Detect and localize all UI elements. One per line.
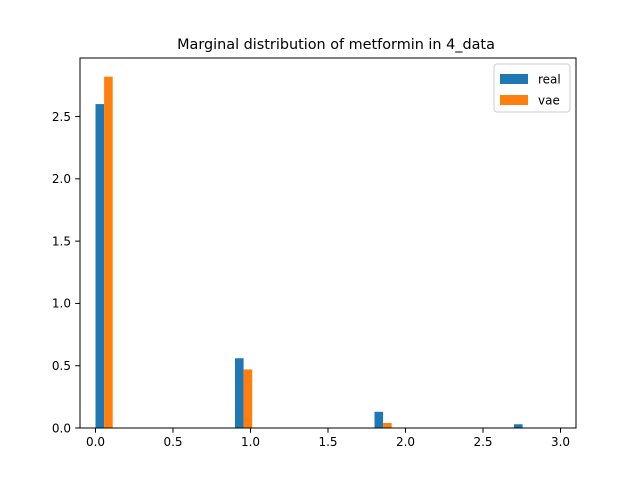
y-axis-ticks: 0.0 0.5 1.0 1.5 2.0 2.5 [52,110,80,435]
chart-title: Marginal distribution of metformin in 4_… [177,37,495,53]
legend-label-real: real [538,73,561,87]
legend-label-vae: vae [538,94,560,108]
x-tick-label: 1.5 [318,435,337,449]
bar-vae-0 [104,76,113,428]
bar-vae-2 [383,423,392,428]
legend: real vae [493,63,571,113]
x-tick-label: 0.0 [86,435,105,449]
bar-real-1 [235,358,244,428]
x-tick-label: 2.0 [396,435,415,449]
bar-real-0 [95,104,105,428]
y-tick-label: 1.5 [52,234,71,248]
y-tick-label: 2.0 [52,172,71,186]
bar-real-3 [514,424,523,428]
bar-vae-1 [243,369,253,428]
y-tick-label: 0.0 [52,421,71,435]
x-tick-label: 1.0 [241,435,260,449]
legend-swatch-real [500,74,528,84]
x-tick-label: 3.0 [551,435,570,449]
x-tick-label: 0.5 [163,435,182,449]
y-tick-label: 1.0 [52,297,71,311]
legend-swatch-vae [500,95,528,105]
y-tick-label: 0.5 [52,359,71,373]
bar-real-2 [374,411,384,428]
x-tick-label: 2.5 [473,435,492,449]
y-tick-label: 2.5 [52,110,71,124]
x-axis-ticks: 0.0 0.5 1.0 1.5 2.0 2.5 3.0 [86,428,570,449]
bars [95,76,523,428]
